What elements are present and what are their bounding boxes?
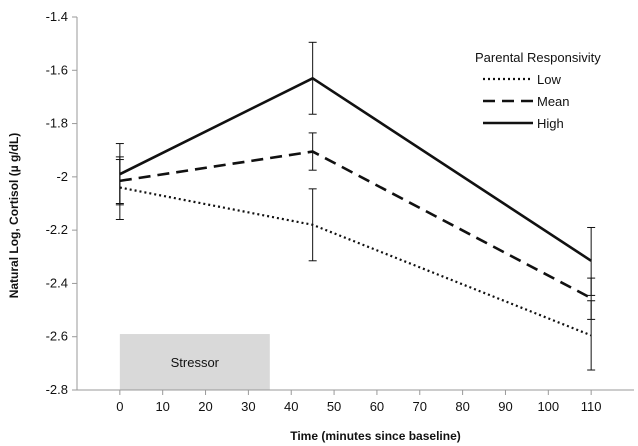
series-line-low — [119, 186, 592, 337]
x-tick-label: 10 — [155, 399, 169, 414]
y-tick-label: -1.6 — [46, 62, 68, 77]
x-tick-label: 90 — [498, 399, 512, 414]
legend-label-high: High — [537, 116, 564, 131]
legend: Parental Responsivity Low Mean High — [475, 50, 601, 131]
legend-items: Low Mean High — [483, 72, 570, 131]
legend-label-mean: Mean — [537, 94, 570, 109]
y-tick-label: -2.4 — [46, 275, 68, 290]
x-tick-label: 30 — [241, 399, 255, 414]
x-tick-label: 70 — [413, 399, 427, 414]
x-axis-ticks: 0 10 20 30 40 50 60 70 80 90 100 110 — [116, 390, 602, 414]
y-axis-title: Natural Log, Cortisol (µ g/dL) — [7, 133, 21, 299]
y-tick-label: -1.4 — [46, 9, 68, 24]
series-line-mean — [119, 150, 592, 300]
y-tick-label: -2.6 — [46, 329, 68, 344]
error-bars — [115, 41, 596, 371]
x-tick-label: 50 — [327, 399, 341, 414]
y-tick-label: -2.8 — [46, 382, 68, 397]
y-axis-ticks: -2.8 -2.6 -2.4 -2.2 -2 -1.8 -1.6 -1.4 — [46, 9, 77, 397]
x-tick-label: 40 — [284, 399, 298, 414]
x-tick-label: 20 — [198, 399, 212, 414]
x-tick-label: 100 — [537, 399, 559, 414]
axes — [76, 17, 634, 391]
y-tick-label: -1.8 — [46, 116, 68, 131]
x-tick-label: 110 — [581, 399, 602, 414]
x-tick-label: 0 — [116, 399, 123, 414]
stressor-label: Stressor — [171, 355, 220, 370]
x-tick-label: 60 — [370, 399, 384, 414]
x-axis-title: Time (minutes since baseline) — [290, 429, 461, 443]
series-lines — [119, 76, 592, 337]
series-line-high — [119, 76, 592, 262]
legend-title: Parental Responsivity — [475, 50, 601, 65]
y-tick-label: -2 — [56, 169, 68, 184]
y-tick-label: -2.2 — [46, 222, 68, 237]
stressor-shaded-band — [119, 334, 270, 390]
x-tick-label: 80 — [455, 399, 469, 414]
legend-label-low: Low — [537, 72, 561, 87]
